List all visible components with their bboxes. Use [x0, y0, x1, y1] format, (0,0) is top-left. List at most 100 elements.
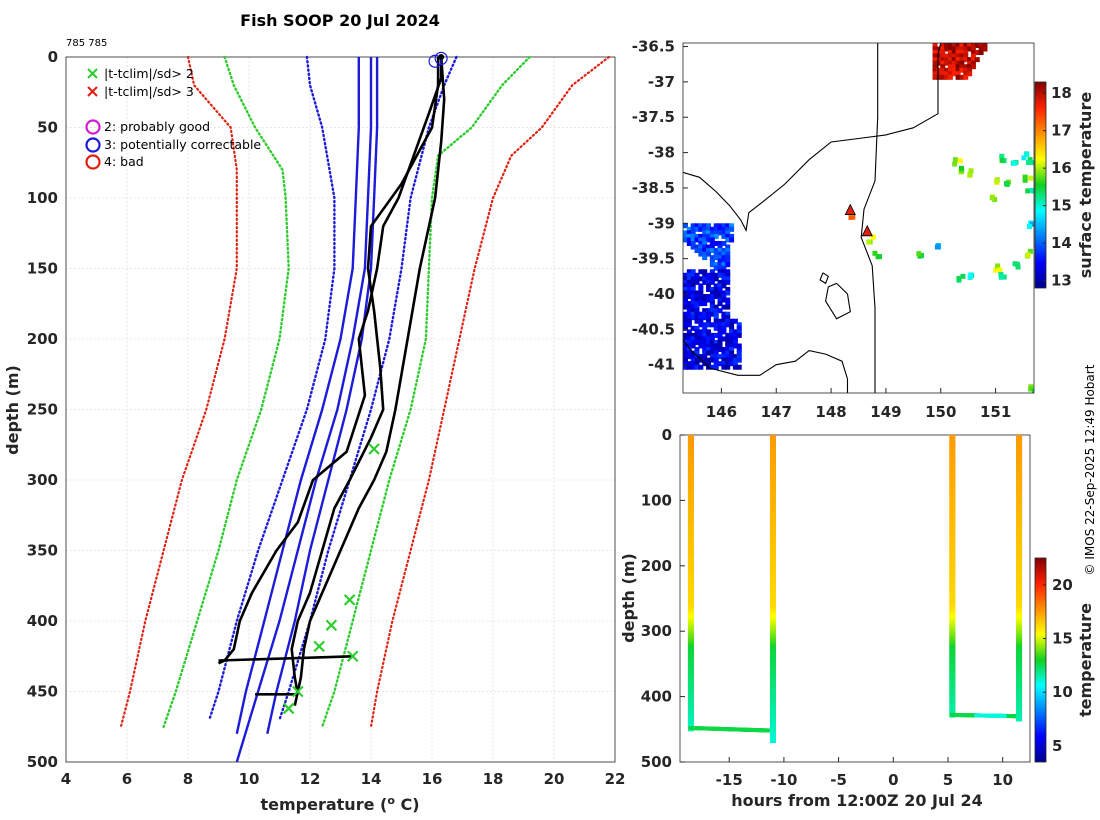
sst-cell [683, 361, 688, 367]
sst-cell [717, 318, 723, 324]
sst-cell [999, 153, 1005, 159]
sst-cell [951, 43, 957, 48]
flag-x-stroke [368, 443, 380, 455]
sst-cell [721, 248, 727, 254]
sst-cell [721, 294, 727, 300]
station-triangle-marker [861, 224, 873, 237]
sst-cell [706, 357, 712, 363]
map-colorbar-tick: 14 [1051, 234, 1072, 252]
profile-y-tick: 500 [27, 753, 58, 771]
sst-cell [686, 336, 692, 342]
sst-cell [970, 50, 976, 56]
sst-cell [706, 322, 712, 328]
sst-cell [947, 53, 953, 59]
sst-cell [702, 339, 708, 345]
dt-y-label: depth (m) [619, 553, 638, 643]
sst-cell [729, 325, 735, 331]
sst-cell [736, 347, 742, 353]
sst-cell [690, 276, 696, 282]
sst-cell [690, 272, 696, 278]
profile-series-clim-1sd [235, 57, 360, 735]
sst-cell [1001, 274, 1007, 280]
sst-cell [721, 315, 727, 321]
sst-cell [698, 226, 704, 232]
sst-cell [721, 347, 727, 353]
sst-cell [725, 237, 731, 243]
sst-cell [702, 294, 708, 300]
map-y-tick: -38 [648, 144, 675, 162]
dt-colorbar-tick: 5 [1052, 737, 1062, 755]
sst-cell [959, 60, 965, 66]
sst-cell [694, 350, 700, 356]
dt-x-tick: -10 [770, 771, 797, 789]
sst-cell [683, 336, 688, 342]
sst-cell [729, 318, 735, 324]
sst-cell [999, 157, 1005, 163]
sst-cell [709, 226, 715, 232]
sst-cell [686, 233, 692, 239]
sst-cell [951, 60, 957, 66]
sst-cell [967, 274, 973, 280]
sst-cell [721, 329, 727, 335]
sst-cell [686, 350, 692, 356]
sst-cell [1031, 388, 1034, 393]
sst-cell [702, 325, 708, 331]
sst-cell [690, 364, 696, 370]
flag-green-x-marker [343, 594, 356, 606]
sst-cell [709, 240, 715, 246]
station-triangle-marker [844, 203, 856, 215]
sst-cell [683, 276, 688, 282]
sst-cell [709, 248, 715, 254]
coastline [819, 272, 829, 285]
sst-cell [959, 46, 965, 52]
sst-cell [686, 315, 692, 321]
map-colorbar-tick: 18 [1051, 84, 1072, 102]
sst-cell [713, 339, 719, 345]
flag-green-x-marker [282, 702, 295, 715]
sst-cell [717, 322, 723, 328]
sst-cell [721, 269, 727, 275]
sst-cell [717, 226, 723, 232]
sst-cell [940, 71, 946, 77]
profile-series-clim-1sd [266, 57, 379, 735]
dt-y-tick: 0 [662, 426, 672, 444]
sst-cell [702, 223, 708, 229]
sst-cell [736, 357, 742, 363]
sst-cell [721, 311, 727, 317]
sst-cell [736, 325, 742, 331]
sst-cell [725, 339, 731, 345]
sst-cell [1015, 264, 1021, 270]
sst-cell [702, 237, 708, 243]
sst-cell [686, 301, 692, 307]
map-axes-frame [682, 42, 1035, 394]
sst-cell [709, 343, 715, 349]
sst-cell [702, 251, 708, 257]
sst-cell [717, 329, 723, 335]
sst-cell [721, 361, 727, 367]
sst-cell [717, 255, 723, 261]
sst-cell [690, 297, 696, 303]
profile-x-tick: 22 [605, 770, 626, 788]
flag-x-stroke [343, 594, 356, 606]
sst-cell [736, 322, 742, 328]
sst-cell [717, 361, 723, 367]
sst-cell [717, 354, 723, 360]
sst-cell [974, 43, 980, 48]
sst-cell [932, 43, 938, 48]
sst-cell [944, 53, 950, 59]
sst-cell [717, 297, 723, 303]
sst-cell [725, 255, 731, 261]
dt-x-tick: 10 [992, 771, 1013, 789]
sst-cell [736, 354, 742, 360]
sst-cell [686, 230, 692, 236]
sst-cell [686, 329, 692, 335]
profile-x-tick: 8 [183, 770, 193, 788]
sst-cell [1024, 151, 1030, 157]
sst-cell [709, 233, 715, 239]
sst-cell [721, 364, 727, 370]
sst-cell [694, 294, 700, 300]
sst-cell [683, 237, 688, 243]
sst-cell [702, 244, 708, 250]
sst-cell [721, 276, 727, 282]
